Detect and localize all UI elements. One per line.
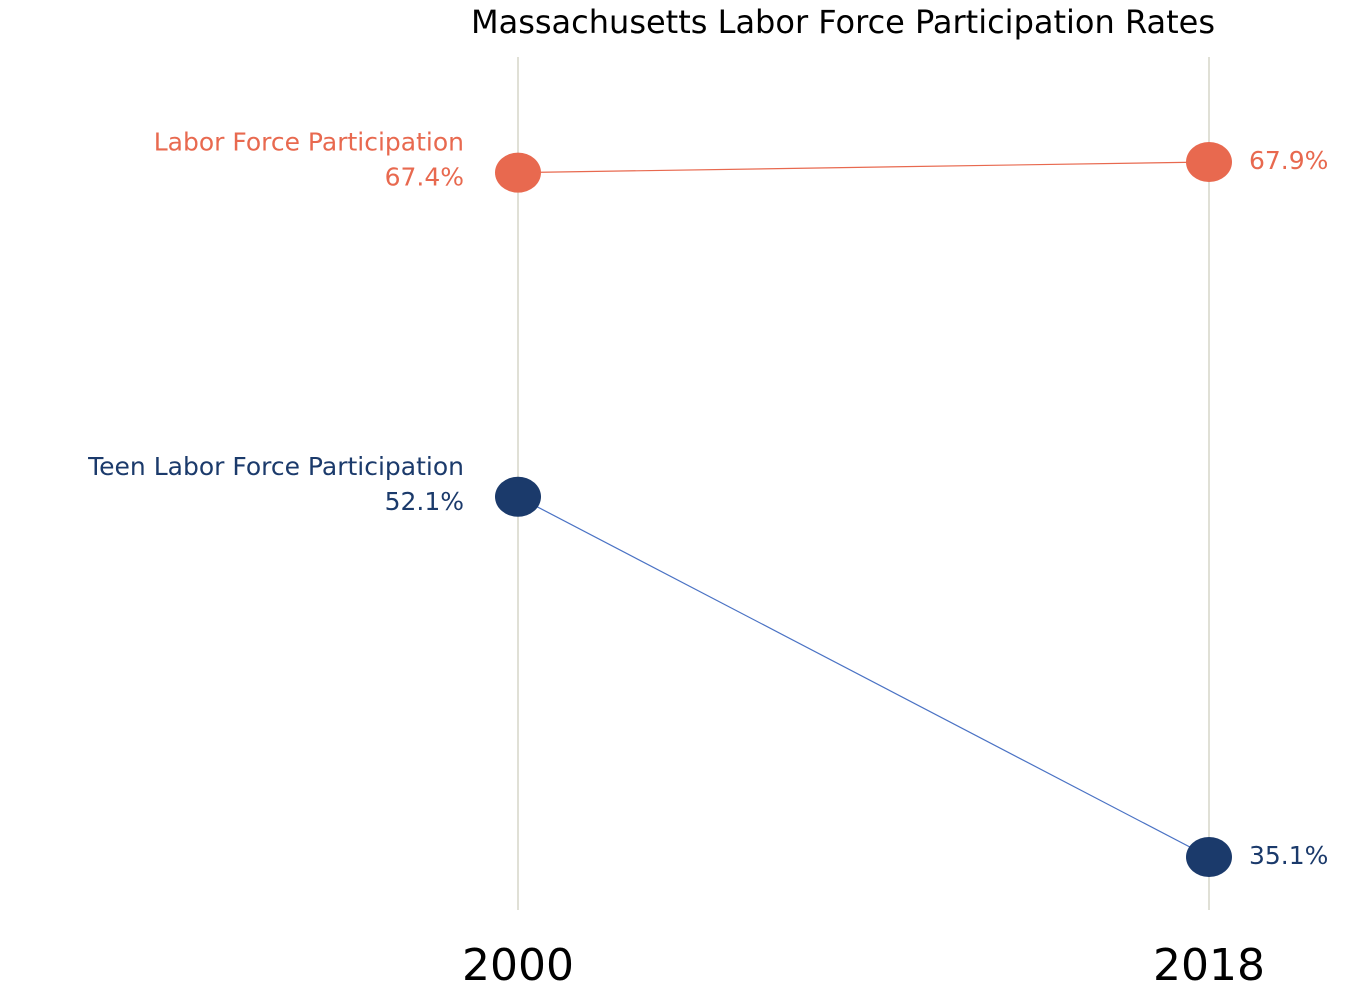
value-label: 52.1% (385, 487, 464, 516)
value-label: 35.1% (1249, 841, 1328, 870)
value-label: 67.9% (1249, 146, 1328, 175)
slope-line (517, 161, 1210, 174)
x-tick-label: 2018 (1153, 940, 1265, 988)
dot (1186, 837, 1232, 877)
slope-line (517, 496, 1210, 858)
x-tick-label: 2000 (462, 940, 574, 988)
dot (495, 476, 541, 517)
series-label: Teen Labor Force Participation (87, 452, 464, 481)
dot (1186, 142, 1232, 182)
dot (495, 152, 541, 193)
chart-title: Massachusetts Labor Force Participation … (471, 3, 1215, 41)
value-label: 67.4% (385, 163, 464, 192)
series-label: Labor Force Participation (154, 128, 464, 157)
